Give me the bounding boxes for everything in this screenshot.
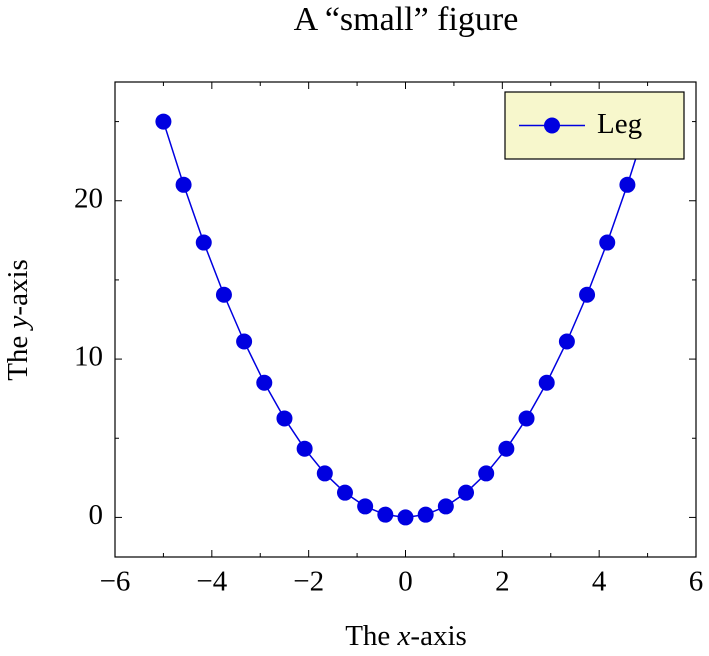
data-point bbox=[236, 333, 253, 350]
x-tick-label: 4 bbox=[592, 566, 607, 598]
legend-label: Leg bbox=[597, 108, 642, 140]
data-point bbox=[276, 410, 293, 427]
y-tick-label: 20 bbox=[74, 182, 103, 214]
y-label-part: The bbox=[2, 328, 34, 380]
data-point bbox=[195, 234, 212, 251]
x-label-part: x bbox=[397, 620, 411, 652]
chart-title: A “small” figure bbox=[294, 1, 519, 38]
y-tick-label: 10 bbox=[74, 341, 103, 373]
data-point bbox=[175, 176, 192, 193]
data-point bbox=[417, 506, 434, 523]
data-point bbox=[155, 113, 172, 130]
data-point bbox=[478, 465, 495, 482]
y-tick-label: 0 bbox=[89, 499, 104, 531]
data-point bbox=[377, 506, 394, 523]
data-point bbox=[579, 286, 596, 303]
data-point bbox=[599, 234, 616, 251]
data-point bbox=[518, 410, 535, 427]
data-point bbox=[397, 509, 414, 526]
x-tick-label: −4 bbox=[196, 566, 227, 598]
x-label-part: The bbox=[345, 620, 397, 652]
data-point bbox=[215, 286, 232, 303]
x-tick-label: −6 bbox=[100, 566, 131, 598]
data-point bbox=[256, 374, 273, 391]
x-tick-label: 6 bbox=[689, 566, 704, 598]
data-point bbox=[538, 374, 555, 391]
data-point bbox=[437, 498, 454, 515]
y-label-part: y bbox=[2, 315, 34, 331]
data-point bbox=[458, 484, 475, 501]
data-point bbox=[357, 498, 374, 515]
x-tick-label: −2 bbox=[293, 566, 324, 598]
data-point bbox=[316, 465, 333, 482]
x-tick-label: 0 bbox=[398, 566, 413, 598]
data-point bbox=[336, 484, 353, 501]
data-point bbox=[619, 176, 636, 193]
data-point bbox=[498, 440, 515, 457]
x-axis-label: The x-axis bbox=[345, 620, 467, 652]
series-line bbox=[162, 121, 649, 519]
data-point bbox=[558, 333, 575, 350]
x-label-part: -axis bbox=[410, 620, 466, 652]
legend-box bbox=[504, 91, 685, 160]
legend-marker bbox=[544, 117, 560, 134]
data-point bbox=[296, 440, 313, 457]
y-label-part: -axis bbox=[2, 259, 34, 315]
plot-frame bbox=[114, 81, 697, 558]
legend: Leg bbox=[504, 91, 685, 160]
y-axis-label: The y-axis bbox=[2, 259, 34, 381]
x-tick-label: 2 bbox=[495, 566, 510, 598]
